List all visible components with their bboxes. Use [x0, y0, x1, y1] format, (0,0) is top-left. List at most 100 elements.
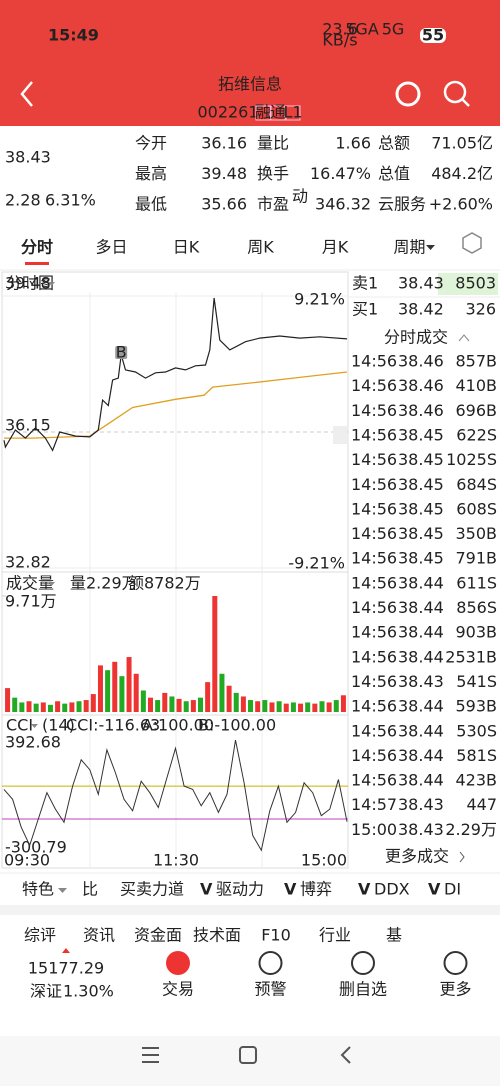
tab[interactable]: 多日	[95, 238, 127, 257]
volume-bar	[248, 700, 254, 712]
indicator[interactable]: 特色	[22, 880, 54, 899]
trade-price: 38.45	[398, 450, 444, 469]
trade-marker	[115, 346, 128, 359]
sub-tab[interactable]: F10	[261, 926, 291, 945]
stat-label-sup: 动	[292, 187, 308, 206]
trade-time: 14:56	[351, 352, 397, 371]
volume-bar	[326, 702, 332, 712]
volume-bar	[212, 596, 218, 712]
trade-volume: 2531B	[445, 647, 497, 666]
volume-bar	[198, 697, 204, 712]
sub-tab[interactable]: 综评	[24, 926, 56, 945]
tab[interactable]: 周期	[393, 238, 425, 257]
stat-value: 1.66	[335, 134, 371, 153]
trade-price: 38.46	[398, 401, 444, 420]
trade-volume: 423B	[455, 771, 497, 790]
y-tick-label: -300.79	[5, 838, 67, 857]
chart-frame	[1, 271, 349, 869]
index-change: 1.30%	[63, 982, 114, 1001]
nav-item[interactable]: 删自选	[339, 980, 387, 999]
assistant-icon[interactable]	[395, 81, 421, 107]
sub-tab[interactable]: 资讯	[83, 926, 115, 945]
volume-bar	[190, 700, 196, 712]
volume-bar	[155, 700, 161, 712]
settings-button[interactable]	[462, 232, 482, 254]
volume-bar	[298, 703, 304, 712]
volume-bar	[319, 701, 325, 712]
search-handle	[461, 98, 470, 107]
stat-label: 今开	[135, 134, 167, 153]
trade-time: 14:56	[351, 475, 397, 494]
trade-price: 38.44	[398, 771, 444, 790]
more-trades[interactable]: 更多成交	[385, 847, 449, 866]
tab[interactable]: 日K	[173, 238, 200, 257]
book-price: 38.42	[398, 300, 444, 319]
nav-item[interactable]: 交易	[162, 980, 194, 999]
nav-icon	[351, 951, 375, 975]
pct-label: -9.21%	[288, 554, 345, 573]
badge	[270, 105, 286, 121]
volume-bar	[26, 701, 32, 712]
nav-item[interactable]: 预警	[254, 980, 286, 999]
trade-time: 14:56	[351, 450, 397, 469]
stat-value: 36.16	[201, 134, 247, 153]
volume-bar	[105, 670, 111, 712]
y-tick-label: 9.71万	[5, 592, 57, 611]
nav-home[interactable]	[239, 1046, 257, 1064]
sub-tab[interactable]: 资金面	[134, 926, 182, 945]
trade-volume: 791B	[455, 549, 497, 568]
stat-label: 最低	[135, 195, 167, 214]
volume-bar	[176, 698, 182, 712]
nav-back[interactable]	[340, 1046, 351, 1064]
tab[interactable]: 周K	[247, 238, 274, 257]
indicator[interactable]: DI	[444, 880, 461, 899]
book-side: 卖1	[352, 274, 378, 293]
indicator[interactable]: 买卖力道	[120, 880, 184, 899]
trade-price: 38.44	[398, 623, 444, 642]
y-tick-label: 39.48	[5, 274, 51, 293]
tab[interactable]: 分时	[21, 238, 53, 257]
volume-value: 量2.29万	[70, 574, 138, 593]
signal: 5G	[382, 20, 405, 39]
trade-price: 38.46	[398, 376, 444, 395]
sub-tab[interactable]: 行业	[319, 926, 351, 945]
stat-label: 换手	[257, 164, 289, 183]
tab[interactable]: 月K	[322, 238, 349, 257]
volume-bar	[183, 701, 189, 712]
nav-item[interactable]: 更多	[439, 980, 471, 999]
indicator[interactable]: DDX	[374, 880, 410, 899]
trade-time: 14:56	[351, 524, 397, 543]
volume-bar	[162, 692, 168, 712]
book-volume: 326	[465, 300, 496, 319]
sub-tab[interactable]: 技术面	[193, 926, 241, 945]
indicator[interactable]: 比	[82, 880, 98, 899]
trade-price: 38.44	[398, 573, 444, 592]
indicator[interactable]: 驱动力	[216, 880, 264, 899]
sub-tab[interactable]: 基	[386, 926, 402, 945]
trade-volume: 410B	[455, 376, 497, 395]
stat-value: 346.32	[315, 195, 371, 214]
volume-bar	[333, 700, 339, 712]
trade-price: 38.44	[398, 697, 444, 716]
nav-menu[interactable]	[142, 1047, 159, 1063]
collapse-arrow	[458, 334, 470, 342]
system-nav	[0, 1036, 500, 1086]
volume-bar	[269, 702, 275, 712]
net-unit: KB/s	[322, 31, 357, 50]
stat-label: 云服务	[378, 195, 426, 214]
stat-label: 总额	[378, 134, 410, 153]
trade-price: 38.44	[398, 746, 444, 765]
back-button[interactable]	[20, 81, 33, 107]
search-button[interactable]	[443, 80, 467, 104]
indicator[interactable]: 博弈	[300, 880, 332, 899]
volume-bar	[12, 697, 18, 712]
dropdown-arrow	[31, 724, 38, 728]
dropdown-arrow	[48, 282, 55, 286]
status-time: 15:49	[48, 26, 99, 45]
book-volume: 8503	[455, 274, 496, 293]
volume-bar	[255, 701, 261, 712]
trade-volume: 608S	[456, 499, 497, 518]
trade-time: 14:56	[351, 672, 397, 691]
volume-bar	[233, 692, 239, 712]
